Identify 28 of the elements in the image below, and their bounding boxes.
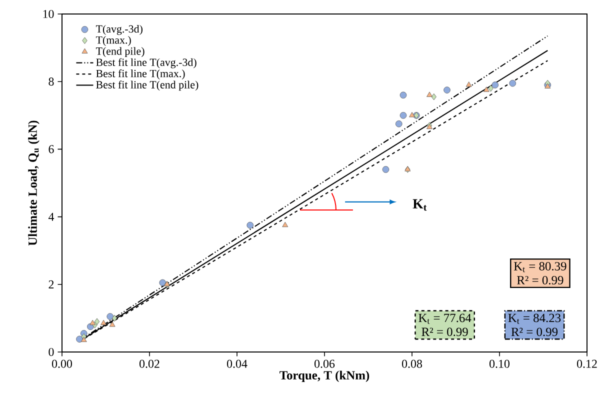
y-tick-label: 4 <box>48 212 54 221</box>
x-tick-label: 0.06 <box>314 360 335 368</box>
y-tick-label: 2 <box>48 280 54 288</box>
annotation: R² = 0.99 <box>422 328 468 336</box>
legend-label: T(max.) <box>96 36 131 46</box>
y-tick-label: 0 <box>48 348 54 356</box>
x-tick-label: 0.02 <box>139 360 160 368</box>
y-tick-label: 6 <box>48 145 54 154</box>
y-tick-label: 8 <box>48 78 54 86</box>
annotation: R² = 0.99 <box>511 328 558 336</box>
x-tick-label: 0.10 <box>489 360 510 368</box>
annotation: R² = 0.99 <box>517 276 564 284</box>
x-tick-label: 0.12 <box>577 360 597 368</box>
y-tick-label: 10 <box>43 10 54 18</box>
legend-label: Best fit line T(avg.-3d) <box>96 58 196 68</box>
legend-label: Best fit line T(max.) <box>96 69 185 80</box>
x-tick-label: 0.08 <box>402 360 422 368</box>
legend-label: T(end pile) <box>96 47 144 58</box>
x-tick-label: 0.04 <box>226 360 248 368</box>
annotation: K$_{t}$ = 84.23 <box>508 314 561 324</box>
legend-label: Best fit line T(end pile) <box>96 80 198 91</box>
legend-label: T(avg.-3d) <box>96 24 142 35</box>
x-tick-label: 0.00 <box>52 360 72 368</box>
x-axis-title: Torque, T (kNm) <box>280 370 370 382</box>
annotation: K$_{t}$ <box>412 199 427 211</box>
annotation: K$_{t}$ = 77.64 <box>418 314 472 324</box>
y-axis-title: Ultimate Load, Q$_{u}$ (kN) <box>28 120 40 246</box>
annotation: K$_{t}$ = 80.39 <box>514 262 566 272</box>
